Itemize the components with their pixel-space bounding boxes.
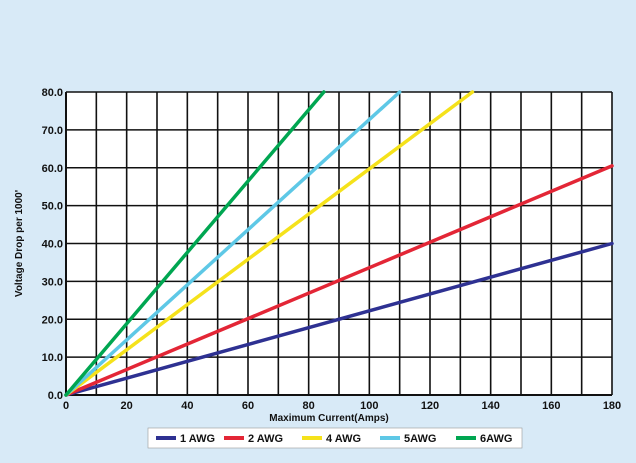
- legend-label-4-awg: 4 AWG: [326, 433, 361, 445]
- legend-label-1-awg: 1 AWG: [180, 433, 215, 445]
- x-tick-label: 20: [121, 400, 133, 412]
- x-tick-label: 140: [481, 400, 499, 412]
- y-tick-label: 80.0: [42, 87, 63, 99]
- x-tick-label: 120: [421, 400, 439, 412]
- series-line-5awg: [64, 90, 402, 397]
- legend: 1 AWG 2 AWG 4 AWG 5AWG 6AWG: [147, 427, 523, 449]
- legend-label-5awg: 5AWG: [404, 433, 436, 445]
- y-tick-label: 0.0: [48, 390, 63, 402]
- tick-labels: 0 20 40 60 80 100 120 140 160 180 0.0 10.0 20.0 30.0 4…: [42, 87, 622, 412]
- series-lines: [64, 90, 614, 397]
- y-axis-label: Voltage Drop per 1000': [14, 190, 25, 297]
- series-line-4-awg: [64, 90, 475, 397]
- x-axis-label: Maximum Current(Amps): [269, 413, 388, 424]
- grid-lines: [65, 91, 613, 396]
- x-tick-label: 80: [303, 400, 315, 412]
- y-tick-label: 70.0: [42, 125, 63, 137]
- series-line-1-awg: [64, 241, 614, 397]
- y-tick-label: 60.0: [42, 163, 63, 175]
- y-tick-label: 20.0: [42, 314, 63, 326]
- x-tick-label: 100: [360, 400, 378, 412]
- y-tick-label: 10.0: [42, 352, 63, 364]
- y-tick-label: 30.0: [42, 276, 63, 288]
- x-tick-label: 0: [63, 400, 69, 412]
- y-tick-label: 50.0: [42, 201, 63, 213]
- x-tick-label: 40: [181, 400, 193, 412]
- legend-label-2-awg: 2 AWG: [248, 433, 283, 445]
- series-line-6awg: [64, 90, 326, 397]
- x-tick-label: 180: [603, 400, 621, 412]
- y-tick-label: 40.0: [42, 239, 63, 251]
- x-tick-label: 60: [242, 400, 254, 412]
- legend-box: [147, 427, 523, 449]
- series-line-2-awg: [64, 164, 614, 397]
- x-tick-label: 160: [542, 400, 560, 412]
- legend-label-6awg: 6AWG: [480, 433, 512, 445]
